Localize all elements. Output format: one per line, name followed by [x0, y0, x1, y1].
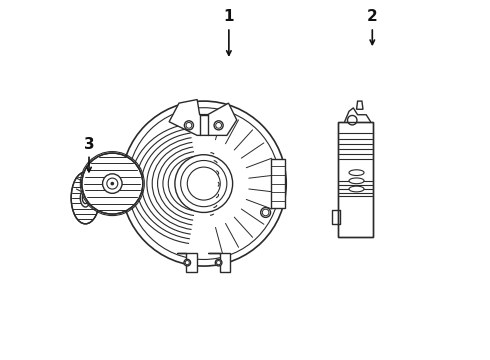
Polygon shape — [177, 253, 197, 272]
Polygon shape — [169, 99, 237, 135]
Circle shape — [122, 101, 286, 266]
Circle shape — [214, 121, 223, 130]
Circle shape — [82, 153, 143, 214]
Polygon shape — [271, 159, 285, 208]
Text: 1: 1 — [223, 9, 234, 55]
Circle shape — [215, 259, 222, 266]
Circle shape — [184, 259, 191, 266]
Circle shape — [102, 174, 122, 193]
Polygon shape — [338, 122, 373, 237]
Ellipse shape — [71, 172, 99, 224]
Circle shape — [110, 182, 114, 185]
Ellipse shape — [349, 186, 364, 192]
Circle shape — [175, 155, 233, 212]
Circle shape — [184, 121, 194, 130]
Circle shape — [347, 116, 357, 125]
Ellipse shape — [349, 170, 364, 176]
Polygon shape — [357, 101, 363, 109]
Ellipse shape — [80, 189, 91, 207]
Text: 3: 3 — [84, 137, 94, 172]
Polygon shape — [208, 253, 230, 272]
Ellipse shape — [349, 178, 364, 184]
Text: 2: 2 — [367, 9, 378, 45]
Circle shape — [261, 207, 270, 217]
